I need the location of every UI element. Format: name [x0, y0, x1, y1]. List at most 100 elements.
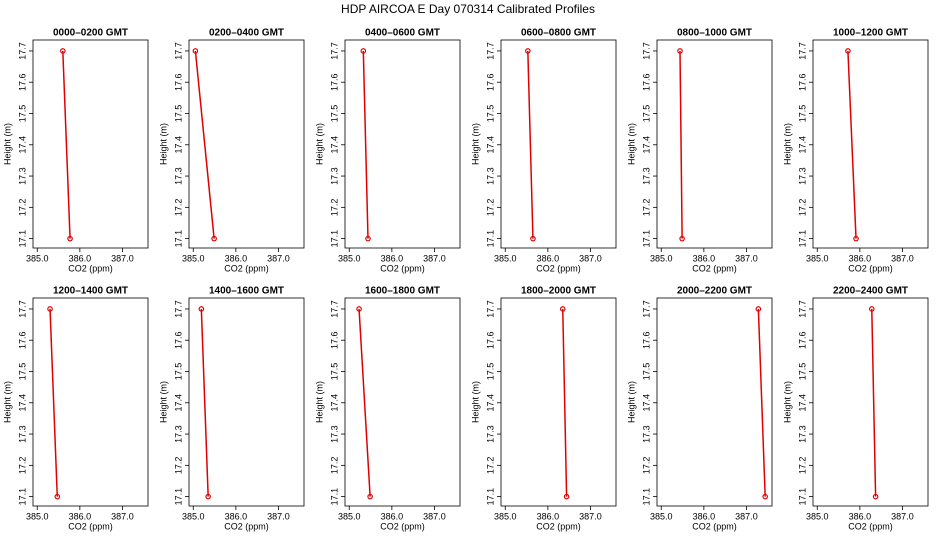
- x-axis-label: CO2 (ppm): [224, 521, 269, 531]
- data-point: [205, 493, 211, 500]
- y-tick-label: 17.5: [797, 105, 807, 123]
- profile-line: [194, 50, 215, 239]
- x-tick-label: 385.0: [338, 253, 361, 263]
- data-point: [54, 493, 61, 500]
- y-axis-label: Height (m): [782, 123, 792, 165]
- y-tick-label: 17.2: [797, 199, 807, 217]
- x-axis-label: CO2 (ppm): [68, 263, 113, 273]
- panel-title: 0400–0600 GMT: [365, 28, 440, 39]
- y-tick-label: 17.4: [17, 136, 27, 154]
- x-tick-label: 385.0: [338, 511, 361, 521]
- y-tick-label: 17.1: [329, 488, 339, 506]
- y-tick-label: 17.2: [17, 457, 27, 475]
- main-title: HDP AIRCOA E Day 070314 Calibrated Profi…: [341, 2, 595, 16]
- panel-title: 1600–1800 GMT: [365, 286, 440, 297]
- plot-frame: [500, 297, 617, 507]
- data-point: [868, 306, 875, 312]
- profile-line: [49, 308, 59, 497]
- data-point: [845, 48, 851, 54]
- plot-frame: [188, 39, 305, 249]
- y-tick-label: 17.7: [173, 42, 183, 60]
- y-tick-label: 17.3: [641, 425, 651, 443]
- y-tick-label: 17.7: [17, 42, 27, 60]
- plot-frame: [656, 39, 773, 249]
- y-tick-label: 17.6: [797, 331, 807, 349]
- y-tick-label: 17.7: [329, 300, 339, 318]
- panel-title: 2000–2200 GMT: [677, 286, 752, 297]
- plot-frame: [500, 39, 617, 249]
- y-tick-label: 17.3: [797, 425, 807, 443]
- data-point: [360, 48, 367, 54]
- x-axis-label: CO2 (ppm): [536, 263, 581, 273]
- data-point: [192, 48, 199, 54]
- profile-line: [871, 308, 877, 497]
- y-axis-label: Height (m): [158, 123, 168, 165]
- y-tick-label: 17.4: [485, 394, 495, 412]
- y-tick-label: 17.1: [329, 230, 339, 248]
- y-axis-label: Height (m): [158, 381, 168, 423]
- data-point: [530, 235, 536, 242]
- y-tick-label: 17.7: [641, 300, 651, 318]
- plot-frame: [812, 297, 929, 507]
- y-tick-label: 17.2: [329, 457, 339, 475]
- data-point: [755, 306, 762, 312]
- x-tick-label: 387.0: [111, 253, 134, 263]
- y-axis-label: Height (m): [626, 381, 636, 423]
- y-tick-label: 17.2: [485, 199, 495, 217]
- x-tick-label: 386.0: [849, 511, 872, 521]
- plot-frame: [656, 297, 773, 507]
- data-point: [356, 306, 362, 312]
- y-tick-label: 17.3: [329, 425, 339, 443]
- profile-line: [62, 50, 71, 239]
- x-tick-label: 387.0: [735, 253, 758, 263]
- x-tick-label: 387.0: [111, 511, 134, 521]
- y-tick-label: 17.6: [329, 73, 339, 91]
- profile-line: [562, 308, 568, 497]
- y-tick-label: 17.6: [485, 73, 495, 91]
- x-tick-label: 387.0: [267, 253, 290, 263]
- y-tick-label: 17.4: [485, 136, 495, 154]
- data-point: [60, 48, 66, 54]
- plot-frame: [344, 297, 461, 507]
- y-tick-label: 17.3: [797, 167, 807, 185]
- x-tick-label: 386.0: [69, 511, 92, 521]
- data-point: [367, 493, 373, 500]
- y-tick-label: 17.5: [329, 105, 339, 123]
- panel-title: 0600–0800 GMT: [521, 28, 596, 39]
- x-tick-label: 386.0: [537, 253, 560, 263]
- panel-title: 1000–1200 GMT: [833, 28, 908, 39]
- y-tick-label: 17.3: [173, 425, 183, 443]
- y-tick-label: 17.1: [641, 230, 651, 248]
- y-tick-label: 17.7: [485, 300, 495, 318]
- y-tick-label: 17.4: [17, 394, 27, 412]
- profile-line: [200, 308, 209, 497]
- y-tick-label: 17.3: [485, 425, 495, 443]
- profile-line: [362, 50, 369, 239]
- y-tick-label: 17.2: [485, 457, 495, 475]
- y-tick-label: 17.6: [17, 331, 27, 349]
- x-tick-label: 386.0: [693, 511, 716, 521]
- plot-frame: [32, 297, 149, 507]
- x-tick-label: 387.0: [891, 511, 914, 521]
- data-point: [762, 493, 768, 500]
- panel-title: 0200–0400 GMT: [209, 28, 284, 39]
- profile-line: [527, 50, 534, 239]
- y-tick-label: 17.1: [173, 230, 183, 248]
- x-tick-label: 386.0: [693, 253, 716, 263]
- x-tick-label: 386.0: [69, 253, 92, 263]
- y-tick-label: 17.1: [641, 488, 651, 506]
- data-point: [198, 306, 205, 312]
- plot-frame: [812, 39, 929, 249]
- x-tick-label: 387.0: [579, 253, 602, 263]
- y-tick-label: 17.6: [17, 73, 27, 91]
- profile-line: [358, 308, 371, 497]
- x-axis-label: CO2 (ppm): [224, 263, 269, 273]
- data-point: [853, 235, 859, 242]
- y-tick-label: 17.1: [173, 488, 183, 506]
- y-tick-label: 17.2: [173, 199, 183, 217]
- y-tick-label: 17.1: [485, 488, 495, 506]
- y-tick-label: 17.6: [797, 73, 807, 91]
- data-point: [47, 306, 53, 312]
